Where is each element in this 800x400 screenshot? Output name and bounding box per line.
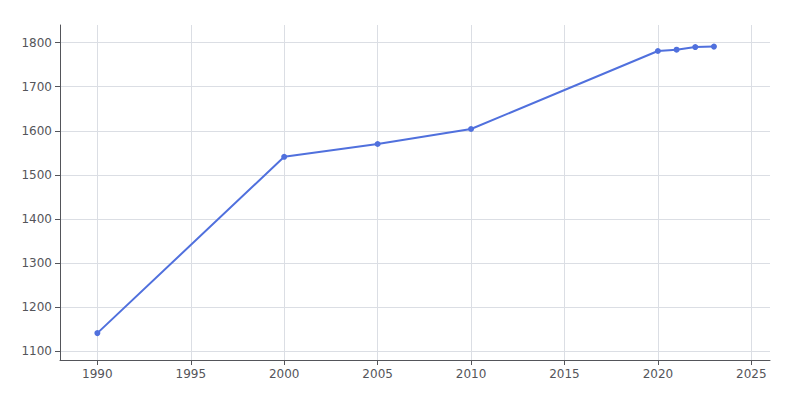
svg-text:2020: 2020 xyxy=(643,367,674,381)
svg-text:2000: 2000 xyxy=(269,367,300,381)
svg-text:2015: 2015 xyxy=(549,367,580,381)
svg-text:1990: 1990 xyxy=(82,367,113,381)
svg-text:1500: 1500 xyxy=(21,168,52,182)
svg-text:1200: 1200 xyxy=(21,300,52,314)
svg-text:1995: 1995 xyxy=(176,367,207,381)
svg-text:1600: 1600 xyxy=(21,124,52,138)
svg-text:1300: 1300 xyxy=(21,256,52,270)
svg-text:2005: 2005 xyxy=(362,367,393,381)
svg-text:1800: 1800 xyxy=(21,36,52,50)
svg-text:2025: 2025 xyxy=(736,367,767,381)
svg-text:1700: 1700 xyxy=(21,80,52,94)
svg-text:1400: 1400 xyxy=(21,212,52,226)
svg-text:1100: 1100 xyxy=(21,344,52,358)
svg-text:2010: 2010 xyxy=(456,367,487,381)
